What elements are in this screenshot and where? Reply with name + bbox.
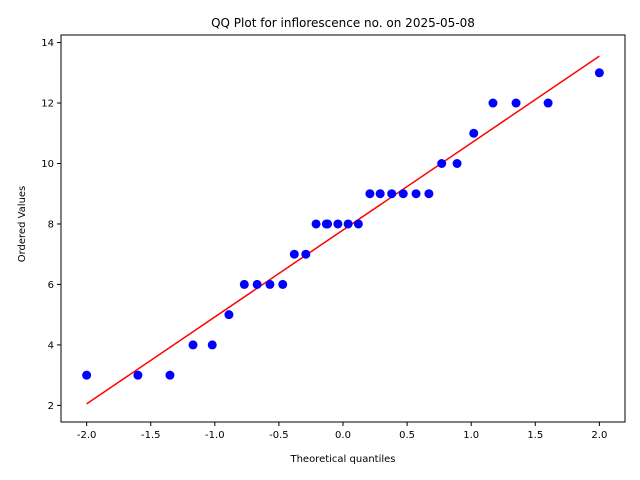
y-axis-title: Ordered Values xyxy=(17,186,28,263)
data-point xyxy=(511,98,521,108)
data-point xyxy=(323,219,333,229)
x-tick-label: 2.0 xyxy=(591,430,607,441)
x-axis-title: Theoretical quantiles xyxy=(289,454,395,465)
data-point xyxy=(333,219,343,229)
data-point xyxy=(469,128,479,138)
data-point xyxy=(424,189,434,199)
x-tick-label: -1.5 xyxy=(141,430,161,441)
x-tick-label: -1.0 xyxy=(205,430,225,441)
data-point xyxy=(188,340,198,350)
x-tick-label: -0.5 xyxy=(269,430,289,441)
y-tick-label: 8 xyxy=(48,219,54,230)
y-tick-label: 12 xyxy=(41,99,54,110)
data-point xyxy=(224,310,234,320)
data-point xyxy=(82,370,92,380)
data-point xyxy=(133,370,143,380)
data-point xyxy=(375,189,385,199)
data-point xyxy=(265,279,275,289)
data-point xyxy=(452,158,462,168)
x-tick-label: 1.0 xyxy=(463,430,479,441)
data-point xyxy=(165,370,175,380)
fit-line xyxy=(86,55,600,405)
data-point xyxy=(239,279,249,289)
x-tick-label: 0.5 xyxy=(399,430,415,441)
x-tick-label: -2.0 xyxy=(77,430,97,441)
y-tick-label: 14 xyxy=(41,38,54,49)
data-point xyxy=(398,189,408,199)
data-point xyxy=(365,189,375,199)
x-tick-label: 0.0 xyxy=(335,430,351,441)
data-point xyxy=(437,158,447,168)
y-tick-label: 4 xyxy=(48,340,54,351)
data-point xyxy=(207,340,217,350)
chart-title: QQ Plot for inflorescence no. on 2025-05… xyxy=(211,16,475,30)
data-point xyxy=(278,279,288,289)
data-point xyxy=(488,98,498,108)
data-point xyxy=(289,249,299,259)
data-point xyxy=(387,189,397,199)
y-tick-label: 10 xyxy=(41,159,54,170)
data-point xyxy=(411,189,421,199)
data-point xyxy=(343,219,353,229)
y-tick-label: 2 xyxy=(48,401,54,412)
data-point xyxy=(252,279,262,289)
plot-area: -2.0 -1.5 -1.0 -0.5 0.0 0.5 1.0 1.5 2.0 2 4 6 8 10 12 1… xyxy=(41,34,626,441)
data-point xyxy=(594,68,604,78)
x-tick-label: 1.5 xyxy=(527,430,543,441)
data-point xyxy=(543,98,553,108)
data-point xyxy=(353,219,363,229)
data-point xyxy=(311,219,321,229)
y-tick-label: 6 xyxy=(48,280,54,291)
data-point xyxy=(301,249,311,259)
